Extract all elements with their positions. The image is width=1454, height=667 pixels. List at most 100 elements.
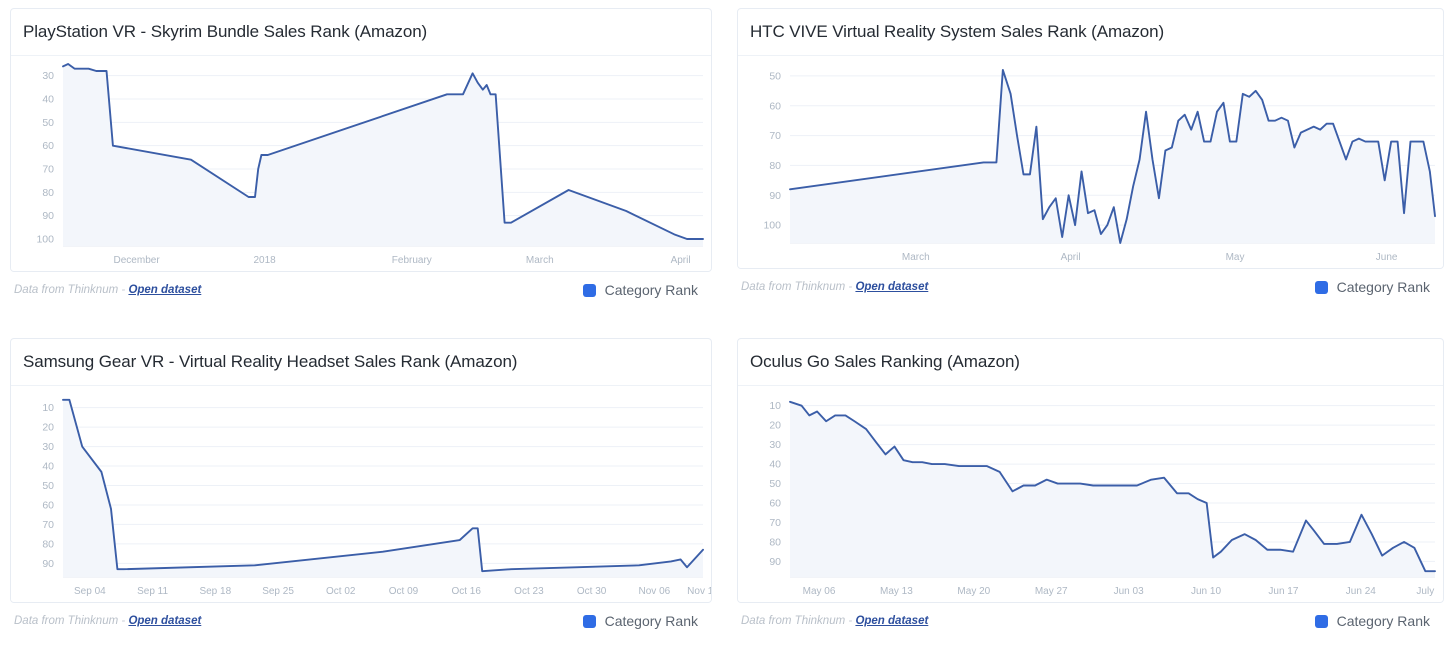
y-axis-tick-label: 40 bbox=[42, 461, 54, 473]
x-axis-tick-label: February bbox=[392, 255, 432, 266]
y-axis-tick-label: 10 bbox=[769, 400, 781, 412]
x-axis-tick-label: April bbox=[1061, 252, 1081, 263]
data-credit: Data from Thinknum - Open dataset bbox=[14, 615, 201, 627]
open-dataset-link[interactable]: Open dataset bbox=[128, 284, 202, 296]
legend-label: Category Rank bbox=[1336, 613, 1430, 629]
chart-footer-oculus-go: Data from Thinknum - Open dataset Catego… bbox=[737, 603, 1454, 629]
plot-area-playstation-vr[interactable]: 30 40 50 60 70 80 90 100 December 2018 February Mar… bbox=[11, 56, 711, 271]
y-axis-tick-label: 30 bbox=[42, 70, 54, 82]
credit-dash: - bbox=[121, 615, 126, 627]
x-axis-tick-label: May 06 bbox=[803, 586, 836, 597]
chart-title-samsung-gear-vr: Samsung Gear VR - Virtual Reality Headse… bbox=[11, 339, 711, 386]
series-line bbox=[789, 400, 1436, 573]
chart-card-samsung-gear-vr: Samsung Gear VR - Virtual Reality Headse… bbox=[10, 338, 712, 603]
x-axis-tick-label: Oct 30 bbox=[577, 586, 607, 597]
series-area-fill bbox=[63, 64, 703, 246]
chart-card-playstation-vr: PlayStation VR - Skyrim Bundle Sales Ran… bbox=[10, 8, 712, 272]
chart-title-oculus-go: Oculus Go Sales Ranking (Amazon) bbox=[738, 339, 1443, 386]
chart-title-htc-vive: HTC VIVE Virtual Reality System Sales Ra… bbox=[738, 9, 1443, 56]
chart-cell-playstation-vr: PlayStation VR - Skyrim Bundle Sales Ran… bbox=[0, 0, 727, 330]
x-axis-tick-label: March bbox=[902, 252, 930, 263]
x-axis-tick-label: May 13 bbox=[880, 586, 913, 597]
series-line bbox=[789, 69, 1436, 244]
chart-legend[interactable]: Category Rank bbox=[582, 613, 710, 629]
y-axis-tick-label: 60 bbox=[769, 498, 781, 510]
y-axis-tick-label: 100 bbox=[36, 234, 54, 246]
y-axis-tick-label: 60 bbox=[769, 100, 781, 112]
y-axis-tick-label: 50 bbox=[42, 480, 54, 492]
chart-legend[interactable]: Category Rank bbox=[1314, 279, 1442, 295]
credit-prefix: Data from Thinknum bbox=[741, 615, 846, 627]
chart-footer-playstation-vr: Data from Thinknum - Open dataset Catego… bbox=[10, 272, 722, 298]
x-axis-tick-label: March bbox=[526, 255, 554, 266]
x-axis-tick-label: Nov 13 bbox=[687, 586, 711, 597]
y-axis-tick-label: 70 bbox=[42, 164, 54, 176]
x-axis-tick-label: Sep 04 bbox=[74, 586, 106, 597]
x-axis-tick-label: May bbox=[1226, 252, 1245, 263]
y-axis-tick-label: 90 bbox=[769, 190, 781, 202]
open-dataset-link[interactable]: Open dataset bbox=[128, 615, 202, 627]
credit-prefix: Data from Thinknum bbox=[14, 615, 119, 627]
y-axis-tick-label: 90 bbox=[42, 558, 54, 570]
y-axis-tick-label: 100 bbox=[763, 220, 781, 232]
x-axis-tick-label: Nov 06 bbox=[639, 586, 671, 597]
y-axis-tick-label: 70 bbox=[42, 519, 54, 531]
plot-area-oculus-go[interactable]: 10 20 30 40 50 60 70 80 90 May 06 May 13 May 20 May … bbox=[738, 386, 1443, 602]
x-axis-tick-label: Oct 16 bbox=[451, 586, 481, 597]
y-axis-tick-label: 60 bbox=[42, 499, 54, 511]
y-axis-tick-label: 70 bbox=[769, 517, 781, 529]
y-axis-tick-label: 50 bbox=[769, 478, 781, 490]
legend-swatch-icon bbox=[1314, 280, 1328, 294]
data-credit: Data from Thinknum - Open dataset bbox=[741, 281, 928, 293]
series-area-fill bbox=[790, 401, 1435, 577]
x-axis-tick-label: Sep 18 bbox=[199, 586, 231, 597]
series-line bbox=[62, 398, 704, 573]
y-axis-tick-label: 20 bbox=[42, 422, 54, 434]
y-axis-tick-label: 80 bbox=[769, 536, 781, 548]
credit-dash: - bbox=[848, 615, 853, 627]
series-area-fill bbox=[790, 69, 1435, 243]
chart-plot-oculus-go-sales-ranking: 10 20 30 40 50 60 70 80 90 May 06 May 13 May 20 May … bbox=[769, 400, 1436, 597]
y-axis-tick-label: 90 bbox=[769, 556, 781, 568]
x-axis-tick-label: December bbox=[114, 255, 161, 266]
x-axis-tick-label: April bbox=[671, 255, 691, 266]
plot-area-htc-vive[interactable]: 50 60 70 80 90 100 March April May June bbox=[738, 56, 1443, 268]
open-dataset-link[interactable]: Open dataset bbox=[855, 281, 929, 293]
y-axis-tick-label: 50 bbox=[42, 117, 54, 129]
x-axis-tick-label: July bbox=[1416, 586, 1434, 597]
data-credit: Data from Thinknum - Open dataset bbox=[14, 284, 201, 296]
x-axis-tick-label: Oct 23 bbox=[514, 586, 544, 597]
y-axis-tick-label: 80 bbox=[42, 538, 54, 550]
y-axis-tick-label: 30 bbox=[769, 439, 781, 451]
x-axis-tick-label: 2018 bbox=[253, 255, 276, 266]
chart-card-oculus-go: Oculus Go Sales Ranking (Amazon) 10 20 30 4… bbox=[737, 338, 1444, 603]
chart-card-htc-vive: HTC VIVE Virtual Reality System Sales Ra… bbox=[737, 8, 1444, 269]
x-axis-tick-label: Jun 17 bbox=[1268, 586, 1298, 597]
data-credit: Data from Thinknum - Open dataset bbox=[741, 615, 928, 627]
chart-plot-samsung-gear-vr-headset: 10 20 30 40 50 60 70 80 90 Sep 04 Sep 11 Sep 18 Sep … bbox=[42, 398, 711, 597]
chart-legend[interactable]: Category Rank bbox=[582, 282, 710, 298]
y-axis-tick-label: 40 bbox=[42, 94, 54, 106]
chart-legend[interactable]: Category Rank bbox=[1314, 613, 1442, 629]
chart-title-playstation-vr: PlayStation VR - Skyrim Bundle Sales Ran… bbox=[11, 9, 711, 56]
chart-cell-samsung-gear-vr: Samsung Gear VR - Virtual Reality Headse… bbox=[0, 330, 727, 667]
legend-swatch-icon bbox=[582, 283, 596, 297]
plot-area-samsung-gear-vr[interactable]: 10 20 30 40 50 60 70 80 90 Sep 04 Sep 11 Sep 18 Sep … bbox=[11, 386, 711, 602]
open-dataset-link[interactable]: Open dataset bbox=[855, 615, 929, 627]
series-area-fill bbox=[63, 399, 703, 577]
x-axis-tick-label: Oct 09 bbox=[389, 586, 419, 597]
legend-swatch-icon bbox=[1314, 614, 1328, 628]
x-axis-tick-label: Oct 02 bbox=[326, 586, 356, 597]
y-axis-tick-label: 10 bbox=[42, 402, 54, 414]
y-axis-tick-label: 80 bbox=[42, 187, 54, 199]
chart-plot-playstation-vr-skyrim-bundle: 30 40 50 60 70 80 90 100 December 2018 February Mar… bbox=[36, 63, 704, 266]
x-axis-tick-label: May 20 bbox=[957, 586, 990, 597]
y-axis-tick-label: 60 bbox=[42, 140, 54, 152]
x-axis-tick-label: Jun 03 bbox=[1114, 586, 1144, 597]
y-axis-tick-label: 50 bbox=[769, 70, 781, 82]
y-axis-tick-label: 80 bbox=[769, 160, 781, 172]
chart-footer-htc-vive: Data from Thinknum - Open dataset Catego… bbox=[737, 269, 1454, 295]
legend-label: Category Rank bbox=[604, 282, 698, 298]
y-axis-tick-label: 40 bbox=[769, 459, 781, 471]
